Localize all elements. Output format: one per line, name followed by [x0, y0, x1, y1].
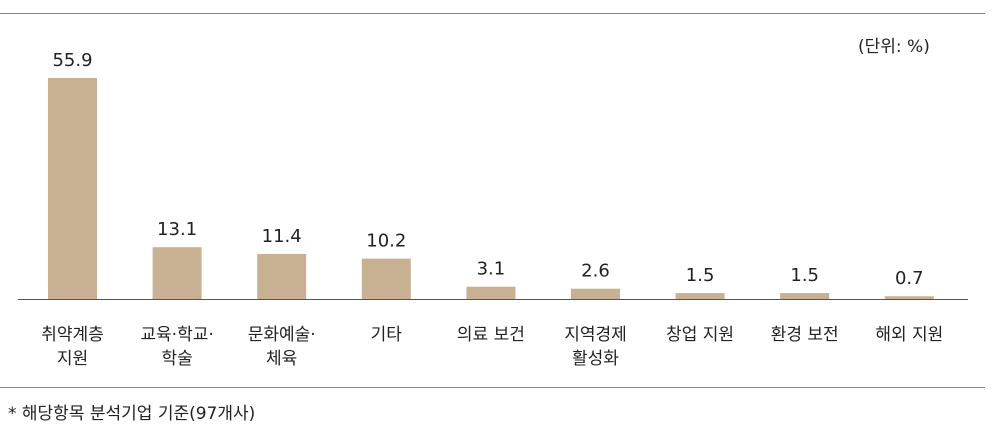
bar-2 — [152, 247, 202, 299]
value-label-6: 2.6 — [581, 261, 610, 282]
value-label-2: 13.1 — [157, 219, 197, 240]
unit-label: (단위: %) — [858, 37, 930, 57]
value-label-4: 10.2 — [366, 231, 406, 252]
bar-3 — [257, 253, 307, 299]
category-label-7: 창업 지원 — [666, 325, 734, 345]
bar-1 — [48, 78, 97, 299]
top-rule — [0, 13, 985, 14]
footnote: * 해당항목 분석기업 기준(97개사) — [8, 404, 256, 424]
value-label-8: 1.5 — [790, 265, 819, 286]
bottom-rule — [0, 387, 985, 388]
category-label-6: 지역경제 — [564, 325, 627, 345]
category-label-2-line2: 학술 — [161, 349, 192, 369]
category-label-9: 해외 지원 — [875, 325, 943, 345]
category-label-3-line2: 체육 — [266, 349, 297, 369]
category-label-6-line2: 활성화 — [572, 349, 619, 369]
bar-5 — [466, 286, 516, 299]
value-label-3: 11.4 — [262, 226, 302, 247]
value-label-7: 1.5 — [686, 265, 715, 286]
bar-6 — [571, 288, 620, 299]
bar-4 — [361, 258, 411, 299]
category-label-1: 취약계층 — [41, 325, 104, 345]
value-label-5: 3.1 — [477, 259, 506, 280]
bar-9 — [884, 296, 934, 299]
category-label-1-line2: 지원 — [57, 349, 88, 369]
value-label-9: 0.7 — [895, 268, 924, 289]
category-label-2: 교육·학교· — [140, 325, 213, 345]
category-label-5: 의료 보건 — [457, 325, 525, 345]
value-label-1: 55.9 — [52, 50, 92, 71]
category-label-8: 환경 보전 — [771, 325, 839, 345]
category-label-3: 문화예술· — [248, 325, 316, 345]
category-label-4: 기타 — [371, 325, 403, 345]
bar-8 — [780, 293, 830, 299]
bar-7 — [675, 293, 725, 299]
